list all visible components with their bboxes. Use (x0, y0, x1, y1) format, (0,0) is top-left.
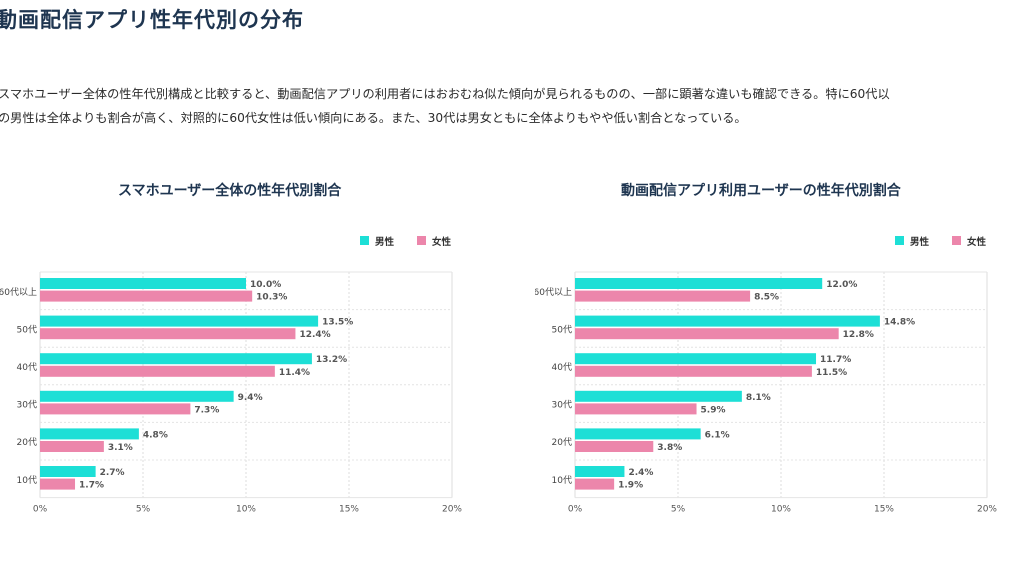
data-label: 12.8% (843, 330, 874, 340)
bar-male (575, 353, 817, 365)
bar-female (40, 441, 104, 452)
bar-female (40, 365, 275, 377)
data-label: 2.7% (100, 468, 125, 478)
category-label: 20代 (552, 437, 572, 448)
category-label: 10代 (552, 475, 572, 486)
data-label: 8.1% (746, 393, 771, 403)
data-label: 1.9% (618, 481, 643, 491)
chart-title: 動画配信アプリ利用ユーザーの性年代別割合 (621, 183, 901, 199)
legend-swatch (952, 236, 961, 245)
data-label: 2.4% (628, 468, 653, 478)
data-label: 14.8% (884, 318, 915, 328)
category-label: 10代 (17, 475, 37, 486)
category-label: 40代 (17, 362, 37, 373)
legend-label: 女性 (967, 236, 987, 248)
category-label: 30代 (552, 400, 572, 411)
category-label: 50代 (552, 324, 572, 335)
data-label: 7.3% (194, 405, 219, 415)
x-tick-label: 5% (136, 505, 151, 515)
x-tick-label: 15% (874, 505, 894, 515)
chart-title: スマホユーザー全体の性年代別割合 (118, 183, 342, 199)
bar-male (40, 278, 246, 289)
legend-swatch (895, 236, 904, 245)
data-label: 12.4% (299, 330, 330, 340)
bar-female (40, 328, 296, 340)
description-line-2: の男性は全体よりも割合が高く、対照的に60代女性は低い傾向にある。また、30代は… (0, 111, 747, 125)
data-label: 12.0% (826, 280, 857, 290)
x-tick-label: 10% (236, 505, 256, 515)
data-label: 6.1% (705, 430, 730, 440)
x-tick-label: 15% (339, 505, 359, 515)
chart-video-app-users: 動画配信アプリ利用ユーザーの性年代別割合 0% 5% 10% 15% 20% 男性 女性 60… (535, 170, 1015, 520)
legend-swatch (417, 236, 426, 245)
bar-male (40, 428, 139, 440)
bar-male (40, 466, 96, 477)
data-label: 8.5% (754, 293, 779, 303)
bar-female (575, 441, 654, 452)
category-label: 50代 (17, 324, 37, 335)
data-label: 11.7% (820, 355, 851, 365)
data-label: 3.1% (108, 443, 133, 453)
x-tick-label: 5% (671, 505, 686, 515)
data-label: 10.3% (256, 293, 287, 303)
x-tick-label: 0% (568, 505, 583, 515)
data-label: 1.7% (79, 481, 104, 491)
bar-female (575, 478, 615, 490)
bar-male (575, 315, 880, 327)
data-label: 10.0% (250, 280, 281, 290)
bar-male (575, 428, 701, 440)
bar-male (40, 390, 234, 402)
bar-male (575, 466, 625, 477)
bar-female (575, 365, 812, 377)
chart-all-smartphone-users: スマホユーザー全体の性年代別割合 0% 5% 10% 15% 20% 男性 女性 60代以上 1… (0, 170, 480, 520)
legend-swatch (360, 236, 369, 245)
bar-chart: 0% 5% 10% 15% 20% 男性 女性 60代以上 10.0% 10.3% 50代 13.5%… (0, 236, 462, 515)
bar-female (40, 478, 76, 490)
data-label: 13.2% (316, 355, 347, 365)
bar-female (575, 290, 751, 302)
category-label: 60代以上 (0, 287, 37, 298)
x-tick-label: 20% (977, 505, 997, 515)
x-tick-label: 10% (771, 505, 791, 515)
data-label: 3.8% (657, 443, 682, 453)
category-label: 60代以上 (535, 287, 572, 298)
category-label: 30代 (17, 400, 37, 411)
data-label: 11.5% (816, 368, 847, 378)
category-label: 20代 (17, 437, 37, 448)
bar-male (40, 315, 319, 327)
data-label: 5.9% (701, 405, 726, 415)
bar-female (575, 328, 839, 340)
bar-female (40, 403, 191, 415)
bar-female (575, 403, 697, 415)
bar-male (575, 390, 742, 402)
bar-chart: 0% 5% 10% 15% 20% 男性 女性 60代以上 12.0% 8.5% 50代 14.8% 1… (535, 236, 997, 515)
category-label: 40代 (552, 362, 572, 373)
legend-label: 男性 (910, 236, 930, 248)
x-tick-label: 0% (33, 505, 48, 515)
bar-male (575, 278, 823, 289)
data-label: 11.4% (279, 368, 310, 378)
legend-label: 男性 (375, 236, 395, 248)
bar-male (40, 353, 312, 365)
x-tick-label: 20% (442, 505, 462, 515)
data-label: 13.5% (322, 318, 353, 328)
data-label: 9.4% (238, 393, 263, 403)
bar-female (40, 290, 253, 302)
description-line-1: スマホユーザー全体の性年代別構成と比較すると、動画配信アプリの利用者にはおおむね… (0, 87, 890, 101)
page-title: 動画配信アプリ性年代別の分布 (0, 8, 304, 32)
legend-label: 女性 (432, 236, 452, 248)
data-label: 4.8% (143, 430, 168, 440)
